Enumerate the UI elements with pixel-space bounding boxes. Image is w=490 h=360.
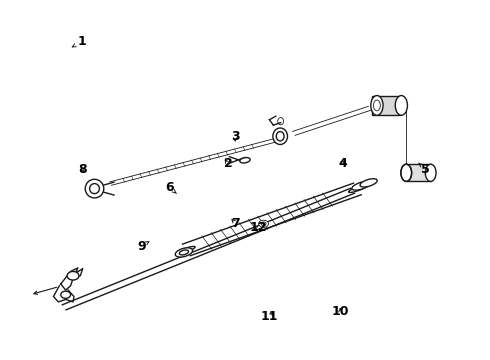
Circle shape <box>61 291 71 298</box>
Text: 11: 11 <box>261 310 278 324</box>
Ellipse shape <box>352 181 371 190</box>
Ellipse shape <box>240 158 250 163</box>
Text: 5: 5 <box>418 163 430 176</box>
Circle shape <box>67 271 79 280</box>
Polygon shape <box>372 95 401 115</box>
Text: 12: 12 <box>250 221 268 234</box>
Text: 1: 1 <box>72 35 86 49</box>
Ellipse shape <box>360 179 377 187</box>
Ellipse shape <box>177 247 195 253</box>
Ellipse shape <box>401 164 412 181</box>
Ellipse shape <box>395 95 408 115</box>
Text: 9: 9 <box>137 240 149 253</box>
Polygon shape <box>406 164 431 181</box>
Text: 8: 8 <box>78 163 87 176</box>
Text: 7: 7 <box>231 216 240 230</box>
Ellipse shape <box>348 185 366 193</box>
Text: 3: 3 <box>231 130 240 144</box>
Circle shape <box>259 220 269 227</box>
Ellipse shape <box>425 164 436 181</box>
Text: 10: 10 <box>332 306 349 319</box>
Ellipse shape <box>85 179 104 198</box>
Ellipse shape <box>175 248 193 257</box>
Ellipse shape <box>273 128 288 144</box>
Ellipse shape <box>371 95 383 115</box>
Text: 4: 4 <box>339 157 347 170</box>
Text: 6: 6 <box>165 181 176 194</box>
Text: 2: 2 <box>223 157 232 170</box>
